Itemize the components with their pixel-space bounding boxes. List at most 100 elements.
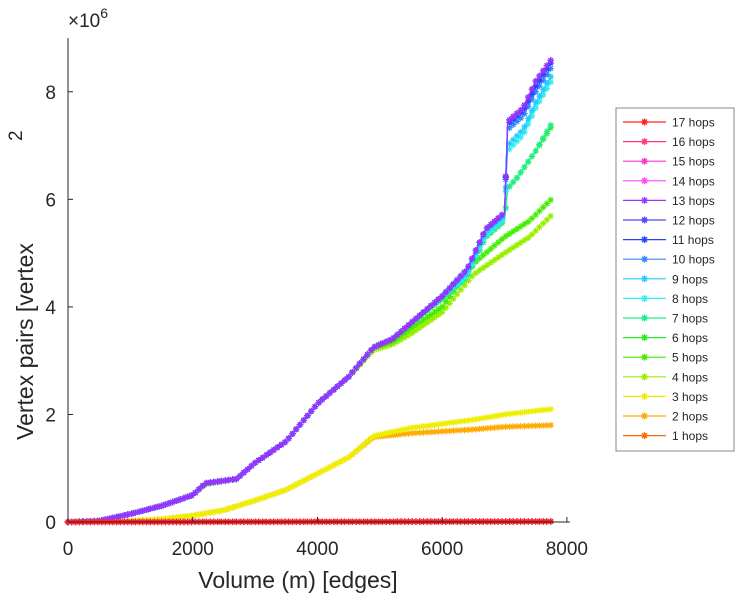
legend-label: 8 hops [672,292,708,306]
x-axis-label: Volume (m) [edges] [198,567,397,593]
legend-label: 4 hops [672,370,708,384]
series-markers [64,405,554,526]
series-markers [64,422,554,526]
plot-area [64,57,554,526]
series-line [67,123,552,523]
series-9-hops [64,73,554,526]
legend-marker-icon [641,432,648,440]
series-line [67,59,552,523]
series-7-hops [64,121,554,526]
legend-marker-icon [641,392,648,400]
legend-marker-icon [641,177,648,185]
series-line [67,59,552,523]
legend-item: 3 hops [623,390,708,404]
legend-label: 2 hops [672,410,708,424]
legend-item: 14 hops [623,174,715,188]
legend-marker-icon [641,196,648,204]
y-tick-label: 4 [45,298,56,319]
legend-item: 16 hops [623,135,715,149]
series-line [67,126,552,523]
legend-item: 6 hops [623,331,708,345]
legend-label: 1 hops [672,429,708,443]
y-axis-label: Vertex pairs [vertex [12,243,38,440]
legend-label: 16 hops [672,135,715,149]
legend-marker-icon [641,157,648,165]
legend-marker-icon [641,294,648,302]
legend-marker-icon [641,353,648,361]
legend-marker-icon [641,138,648,146]
legend-item: 13 hops [623,194,715,208]
legend-item: 11 hops [623,233,714,247]
legend-label: 14 hops [672,174,715,188]
legend-item: 12 hops [623,214,715,228]
series-markers [64,59,554,526]
legend: 17 hops 16 hops 15 hops 14 hops 13 hops 12 ho… [615,107,735,452]
legend-label: 5 hops [672,351,708,365]
legend-label: 15 hops [672,155,715,169]
series-markers [64,57,554,526]
series-12-hops [64,57,554,526]
series-line [67,61,552,523]
series-line [67,75,552,523]
legend-label: 10 hops [672,253,715,267]
series-line [67,80,552,523]
series-13-hops [64,57,554,526]
legend-item: 17 hops [623,116,715,130]
legend-label: 9 hops [672,272,708,286]
legend-label: 11 hops [672,233,714,247]
legend-item: 4 hops [623,370,708,384]
y-axis-label-superscript: 2 [6,130,27,141]
series-line [67,67,552,523]
legend-label: 13 hops [672,194,715,208]
legend-box [615,107,735,452]
y-tick-label: 6 [45,190,56,211]
legend-label: 7 hops [672,312,708,326]
series-8-hops [64,78,554,526]
series-markers [64,57,554,526]
legend-label: 3 hops [672,390,708,404]
legend-item: 1 hops [623,429,708,443]
legend-marker-icon [641,255,648,263]
legend-marker-icon [641,216,648,224]
legend-marker-icon [641,236,648,244]
legend-item: 15 hops [623,155,715,169]
y-tick-label: 2 [45,405,56,426]
legend-marker-icon [641,314,648,322]
legend-marker-icon [641,373,648,381]
series-10-hops [64,65,554,526]
legend-item: 8 hops [623,292,708,306]
y-tick-label: 0 [45,513,56,534]
x-tick-label: 8000 [546,539,588,560]
series-markers [64,124,554,526]
legend-item: 5 hops [623,351,708,365]
series-6-hops [64,124,554,526]
series-3-hops [64,405,554,526]
legend-item: 2 hops [623,410,708,424]
series-2-hops [64,422,554,526]
legend-marker-icon [641,118,648,126]
ticks: 0 2000 4000 6000 8000 0 2 4 6 8 [45,83,588,560]
legend-label: 17 hops [672,116,715,130]
series-11-hops [64,59,554,526]
series-line [67,424,552,523]
legend-item: 9 hops [623,272,708,286]
y-tick-label: 8 [45,83,56,104]
x-tick-label: 6000 [421,539,463,560]
legend-label: 6 hops [672,331,708,345]
x-tick-label: 4000 [296,539,338,560]
series-line [67,408,552,523]
legend-marker-icon [641,412,648,420]
series-markers [64,65,554,526]
legend-marker-icon [641,334,648,342]
x-tick-label: 0 [63,539,74,560]
x-tick-label: 2000 [172,539,214,560]
series-markers [64,78,554,526]
y-multiplier: ×106 [68,5,108,32]
series-markers [64,73,554,526]
legend-marker-icon [641,275,648,283]
legend-item: 7 hops [623,312,708,326]
series-markers [64,121,554,526]
legend-label: 12 hops [672,214,715,228]
legend-item: 10 hops [623,253,715,267]
